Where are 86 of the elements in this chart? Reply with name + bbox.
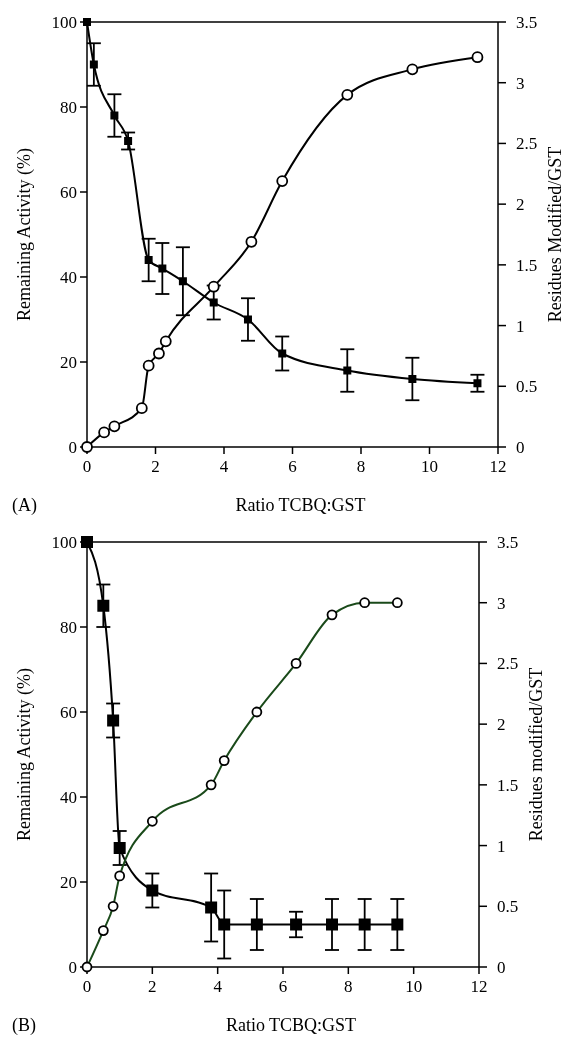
text: (B) bbox=[12, 1015, 36, 1036]
point bbox=[245, 235, 258, 248]
y-axis-title: Remaining Activity (%) bbox=[14, 148, 35, 321]
y-tick-label: 0 bbox=[68, 958, 77, 977]
x-tick-label: 6 bbox=[278, 977, 288, 996]
point bbox=[124, 137, 133, 145]
x-tick-label: 4 bbox=[219, 457, 229, 476]
y2-tick-label: 3 bbox=[516, 73, 525, 93]
point bbox=[205, 901, 218, 914]
y-tick-label: 40 bbox=[60, 268, 77, 287]
point bbox=[146, 884, 159, 897]
y2-tick-label: 3 bbox=[497, 593, 506, 613]
y2-tick-label: 3.5 bbox=[516, 13, 538, 32]
point bbox=[290, 918, 303, 931]
point bbox=[276, 175, 289, 187]
point bbox=[110, 111, 119, 120]
y-tick-label: 100 bbox=[51, 533, 77, 552]
y2-tick-label: 0.5 bbox=[497, 897, 519, 917]
point bbox=[471, 51, 484, 64]
x-tick-label: 0 bbox=[82, 977, 92, 996]
y2-tick-label: 1 bbox=[516, 316, 525, 336]
x-axis-title: Ratio TCBQ:GST bbox=[225, 1015, 357, 1035]
x-tick-label: 10 bbox=[421, 457, 438, 476]
point bbox=[207, 280, 220, 293]
point bbox=[243, 315, 252, 324]
point bbox=[391, 918, 404, 931]
y-tick-label: 100 bbox=[51, 13, 77, 32]
point bbox=[250, 918, 263, 931]
point bbox=[358, 918, 371, 931]
x-tick-label: 0 bbox=[82, 457, 92, 476]
y-tick-label: 20 bbox=[60, 873, 77, 892]
x-tick-label: 10 bbox=[405, 977, 423, 996]
point bbox=[159, 335, 172, 348]
point bbox=[278, 349, 287, 358]
x-tick-label: 12 bbox=[470, 977, 488, 996]
y2-tick-label: 0 bbox=[516, 438, 525, 457]
y2-tick-label: 2.5 bbox=[497, 654, 519, 674]
point bbox=[209, 298, 218, 307]
point bbox=[107, 714, 120, 727]
point bbox=[218, 918, 231, 931]
point bbox=[97, 599, 110, 612]
point bbox=[341, 88, 354, 101]
point bbox=[108, 420, 121, 433]
point bbox=[473, 379, 482, 388]
y-tick-label: 80 bbox=[60, 98, 77, 117]
point bbox=[408, 375, 417, 383]
y2-tick-label: 0 bbox=[497, 958, 506, 977]
x-tick-label: 8 bbox=[356, 457, 366, 476]
y2-tick-label: 2.5 bbox=[516, 134, 538, 154]
y2-tick-label: 2 bbox=[497, 715, 506, 735]
y2-tick-label: 2 bbox=[516, 195, 525, 215]
x-tick-label: 2 bbox=[148, 977, 157, 996]
y2-axis-title: Residues Modified/GST bbox=[545, 146, 565, 323]
y-tick-label: 60 bbox=[60, 183, 77, 202]
x-tick-label: 6 bbox=[288, 457, 297, 476]
y2-tick-label: 1.5 bbox=[516, 255, 538, 275]
y2-axis-title: Residues modified/GST bbox=[526, 667, 546, 842]
y-tick-label: 0 bbox=[68, 438, 77, 457]
point bbox=[83, 18, 91, 26]
x-tick-label: 12 bbox=[489, 457, 507, 476]
x-tick-label: 8 bbox=[344, 977, 353, 996]
y2-tick-label: 3.5 bbox=[497, 533, 519, 552]
point bbox=[158, 264, 167, 273]
point bbox=[142, 359, 155, 372]
y2-tick-label: 0.5 bbox=[516, 377, 538, 397]
point bbox=[343, 366, 352, 375]
point bbox=[135, 402, 148, 415]
point bbox=[144, 256, 153, 264]
x-axis-title: Ratio TCBQ:GST bbox=[235, 495, 366, 515]
y-tick-label: 20 bbox=[60, 353, 77, 372]
y-axis-title: Remaining Activity (%) bbox=[14, 668, 35, 841]
x-tick-label: 2 bbox=[151, 457, 160, 476]
y2-tick-label: 1.5 bbox=[497, 775, 519, 795]
point bbox=[326, 918, 338, 931]
point bbox=[153, 347, 165, 360]
x-tick-label: 4 bbox=[213, 977, 223, 996]
point bbox=[113, 842, 126, 854]
point bbox=[89, 60, 98, 69]
y2-tick-label: 1 bbox=[497, 836, 506, 856]
point bbox=[178, 277, 187, 286]
y-tick-label: 60 bbox=[60, 703, 77, 722]
y-tick-label: 40 bbox=[60, 788, 77, 807]
y-tick-label: 80 bbox=[60, 618, 77, 637]
text: (A) bbox=[12, 495, 37, 516]
point bbox=[406, 63, 419, 76]
point bbox=[98, 426, 111, 439]
